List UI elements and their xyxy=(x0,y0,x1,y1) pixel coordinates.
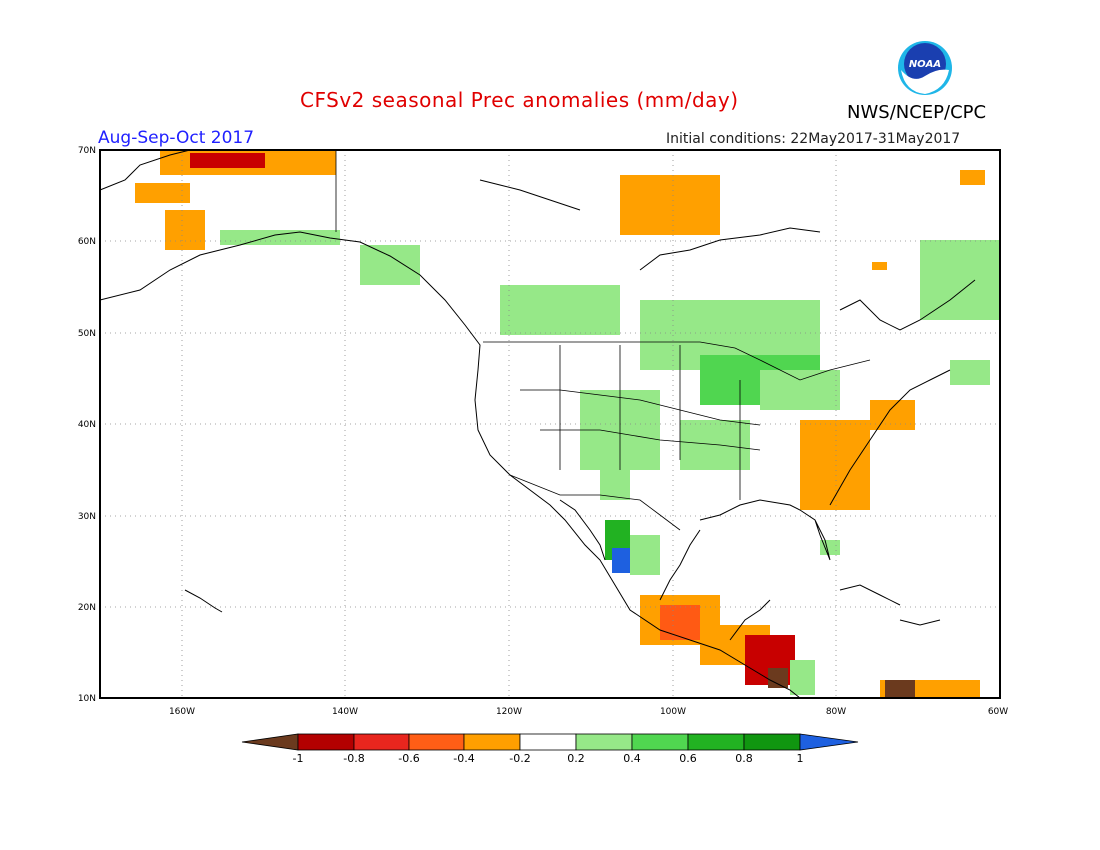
lat-label: 60N xyxy=(78,237,96,247)
anomaly-patch-lightgreen xyxy=(500,285,620,335)
colorbar-label: 0.6 xyxy=(679,752,697,765)
anomaly-patch-lightgreen xyxy=(820,540,840,555)
anomaly-patch-orange xyxy=(165,210,205,250)
colorbar-swatch xyxy=(575,733,633,751)
anomaly-patch-lightgreen xyxy=(600,470,630,500)
colorbar-swatch xyxy=(241,733,299,751)
colorbar-label: 0.2 xyxy=(567,752,585,765)
anomaly-patch-lightgreen xyxy=(630,535,660,575)
colorbar-label: -1 xyxy=(293,752,304,765)
anomaly-patch-lightgreen xyxy=(360,245,420,285)
anomaly-patch-orange xyxy=(800,420,870,510)
map-frame xyxy=(99,149,1001,699)
map-title: CFSv2 seasonal Prec anomalies (mm/day) xyxy=(300,88,739,112)
lon-label: 80W xyxy=(826,707,846,717)
colorbar-swatch xyxy=(297,733,355,751)
colorbar-label: 0.4 xyxy=(623,752,641,765)
lat-label: 10N xyxy=(78,694,96,704)
anomaly-patch-orange xyxy=(872,262,887,270)
noaa-logo-icon: NOAA xyxy=(898,41,952,95)
anomaly-patch-orange xyxy=(870,400,915,430)
colorbar-swatch xyxy=(687,733,745,751)
anomaly-patch-brown xyxy=(885,680,915,698)
anomaly-patch-orange xyxy=(960,170,985,185)
lon-label: 60W xyxy=(988,707,1008,717)
colorbar-swatch xyxy=(743,733,801,751)
colorbar-swatch xyxy=(799,733,859,751)
lat-label: 70N xyxy=(78,146,96,156)
anomaly-patch-lightgreen xyxy=(220,230,340,245)
anomaly-patch-orange xyxy=(135,183,190,203)
anomaly-patch-brown xyxy=(768,668,788,688)
forecast-period: Aug-Sep-Oct 2017 xyxy=(98,128,255,148)
colorbar xyxy=(241,733,859,751)
agency-label: NWS/NCEP/CPC xyxy=(847,102,987,123)
lon-label: 120W xyxy=(496,707,522,717)
colorbar-swatch xyxy=(353,733,410,751)
colorbar-swatch xyxy=(519,733,577,751)
colorbar-label: 1 xyxy=(797,752,804,765)
colorbar-label: -0.8 xyxy=(343,752,364,765)
colorbar-label: -0.2 xyxy=(509,752,530,765)
coastlines xyxy=(99,149,976,699)
logo-text: NOAA xyxy=(909,59,941,70)
anomaly-patch-lightgreen xyxy=(790,660,815,695)
longitude-labels: 160W 140W 120W 100W 80W 60W xyxy=(169,707,1008,717)
lat-label: 20N xyxy=(78,603,96,613)
anomaly-patch-blue xyxy=(612,548,630,573)
colorbar-label: -0.4 xyxy=(453,752,474,765)
colorbar-swatch xyxy=(463,733,521,751)
colorbar-label: 0.8 xyxy=(735,752,753,765)
lon-label: 100W xyxy=(660,707,686,717)
anomaly-patch-lightgreen xyxy=(760,370,840,410)
colorbar-label: -0.6 xyxy=(398,752,419,765)
initial-conditions: Initial conditions: 22May2017-31May2017 xyxy=(666,131,961,147)
lat-label: 50N xyxy=(78,329,96,339)
anomaly-patch-red xyxy=(660,605,700,640)
lat-label: 40N xyxy=(78,420,96,430)
anomaly-patch-darkred xyxy=(190,153,265,168)
anomaly-patch-lightgreen xyxy=(680,420,750,470)
anomaly-patch-lightgreen xyxy=(950,360,990,385)
colorbar-swatch xyxy=(408,733,465,751)
anomaly-patch-lightgreen xyxy=(920,240,1000,320)
colorbar-swatch xyxy=(631,733,689,751)
political-borders xyxy=(335,150,871,531)
anomaly-patch-orange xyxy=(620,175,720,235)
lat-label: 30N xyxy=(78,512,96,522)
colorbar-labels: -1 -0.8 -0.6 -0.4 -0.2 0.2 0.4 0.6 0.8 1 xyxy=(293,752,804,765)
lon-label: 160W xyxy=(169,707,195,717)
grid-lines xyxy=(100,150,1000,698)
lon-label: 140W xyxy=(332,707,358,717)
latitude-labels: 70N 60N 50N 40N 30N 20N 10N xyxy=(78,146,96,704)
